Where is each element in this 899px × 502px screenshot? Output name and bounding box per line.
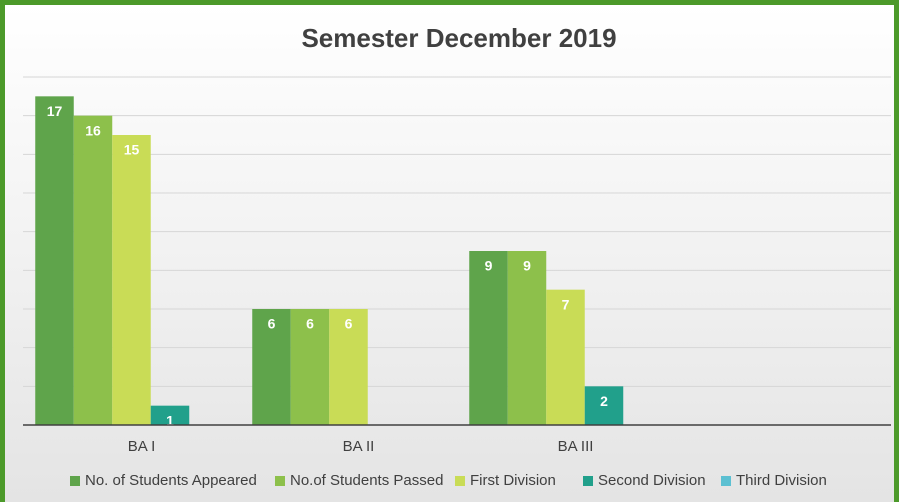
legend-label: Third Division bbox=[736, 472, 827, 489]
x-tick-label: BA II bbox=[343, 438, 375, 455]
x-tick-label: BA I bbox=[128, 438, 156, 455]
bar bbox=[112, 135, 151, 425]
legend-label: No. of Students Appeared bbox=[85, 472, 257, 489]
data-label: 6 bbox=[345, 316, 353, 332]
legend-swatch bbox=[583, 476, 593, 486]
data-label: 6 bbox=[268, 316, 276, 332]
bar bbox=[584, 386, 624, 425]
bar bbox=[35, 96, 74, 425]
legend-label: First Division bbox=[470, 472, 556, 489]
legend-swatch bbox=[455, 476, 465, 486]
data-label: 7 bbox=[562, 296, 570, 312]
data-label: 16 bbox=[85, 122, 101, 138]
bar bbox=[546, 289, 585, 425]
chart-title: Semester December 2019 bbox=[301, 23, 616, 53]
data-label: 1 bbox=[166, 412, 174, 428]
bar bbox=[150, 405, 190, 425]
data-label: 9 bbox=[523, 258, 531, 274]
bar bbox=[507, 251, 547, 425]
bar bbox=[290, 309, 330, 425]
bar bbox=[252, 309, 291, 425]
bar bbox=[329, 309, 368, 425]
bar bbox=[73, 115, 113, 426]
legend-swatch bbox=[275, 476, 285, 486]
legend-label: Second Division bbox=[598, 472, 706, 489]
data-label: 9 bbox=[485, 258, 493, 274]
legend-label: No.of Students Passed bbox=[290, 472, 443, 489]
x-tick-label: BA III bbox=[558, 438, 594, 455]
legend-swatch bbox=[70, 476, 80, 486]
data-label: 17 bbox=[47, 103, 63, 119]
legend-swatch bbox=[721, 476, 731, 486]
data-label: 15 bbox=[124, 142, 140, 158]
bar bbox=[469, 251, 508, 425]
data-label: 2 bbox=[600, 393, 608, 409]
data-label: 6 bbox=[306, 316, 314, 332]
